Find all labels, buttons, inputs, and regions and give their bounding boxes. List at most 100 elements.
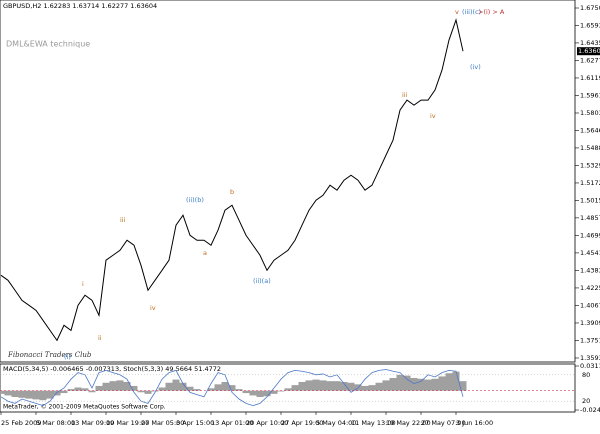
macd-bar <box>319 380 327 391</box>
macd-bar <box>263 390 271 397</box>
x-tick-label: 3 Jun 16:00 <box>456 419 493 427</box>
macd-bar <box>207 388 215 391</box>
y-tick-label: 1.58030 <box>580 109 600 117</box>
y-tick-label: 1.53290 <box>580 162 600 170</box>
wave-label: b <box>230 188 234 196</box>
x-tick-label: 5 May 04:00 <box>316 419 356 427</box>
macd-bar <box>417 378 425 391</box>
y-tick-label: 1.56460 <box>580 126 600 134</box>
wave-label: (i) <box>64 353 71 361</box>
macd-bar <box>32 390 40 400</box>
macd-bar <box>0 390 5 394</box>
wave-label: >(i) > A <box>478 8 505 16</box>
macd-bar <box>340 381 348 391</box>
macd-bar <box>144 390 152 394</box>
wave-label: iv <box>430 112 436 120</box>
macd-bar <box>270 390 278 394</box>
macd-bar <box>116 380 124 391</box>
macd-bar <box>67 389 75 391</box>
macd-bar <box>228 385 236 391</box>
macd-bar <box>291 385 299 391</box>
y-tick-label: 1.48570 <box>580 214 600 222</box>
y-tick-label: 1.42250 <box>580 284 600 292</box>
macd-bar <box>53 390 61 396</box>
y-tick-label: 1.35930 <box>580 354 600 362</box>
wave-label: (iii)(c) <box>462 8 481 16</box>
y-tick-label: 1.67500 <box>580 4 600 12</box>
macd-bar <box>375 382 383 391</box>
macd-bar <box>445 373 453 391</box>
macd-bar <box>333 381 341 391</box>
macd-bar <box>347 382 355 391</box>
macd-bar <box>60 390 68 394</box>
y-tick-label: 1.59610 <box>580 91 600 99</box>
x-tick-label: 19 Mar 19:00 <box>106 419 149 427</box>
x-tick-label: 19 May 22:00 <box>386 419 431 427</box>
macd-bar <box>81 388 89 391</box>
price-line <box>0 18 464 342</box>
macd-bar <box>452 371 460 391</box>
x-tick-label: 13 Mar 09:00 <box>71 419 114 427</box>
macd-bar <box>389 377 397 391</box>
y-tick-label: 1.43830 <box>580 266 600 274</box>
y-tick-label: 1.64350 <box>580 39 600 47</box>
footer: MetaTrader, © 2001-2009 MetaQuotes Softw… <box>3 404 166 411</box>
macd-bar <box>109 381 117 391</box>
macd-bar <box>158 387 166 391</box>
price-pane <box>0 0 576 363</box>
macd-bar <box>410 377 418 391</box>
macd-bar <box>277 390 285 392</box>
wave-label: (ii)(b) <box>186 196 204 204</box>
wave-label: i <box>82 280 84 288</box>
macd-bar <box>186 386 194 391</box>
macd-bar <box>312 379 320 391</box>
macd-bar <box>298 381 306 391</box>
macd-bar <box>249 390 257 396</box>
wave-label: (ii)(a) <box>253 277 271 285</box>
macd-bar <box>151 390 159 392</box>
current-price-box <box>577 47 600 56</box>
x-tick-label: 13 Apr 01:00 <box>211 419 253 427</box>
macd-bar <box>221 381 229 391</box>
y-tick-label: 1.61190 <box>580 74 600 82</box>
wave-label: iii <box>120 216 126 224</box>
y-tick-label: 1.45410 <box>580 249 600 257</box>
macd-bar <box>284 388 292 391</box>
macd-bar <box>88 390 96 393</box>
macd-bar <box>431 378 439 391</box>
macd-bar <box>18 390 26 398</box>
macd-bar <box>11 390 19 398</box>
y-tick-label: 1.54880 <box>580 144 600 152</box>
macd-bar <box>424 379 432 391</box>
macd-bar <box>368 385 376 391</box>
macd-bar <box>74 387 82 391</box>
watermark: Fibonacci Traders Club <box>7 351 92 359</box>
macd-bar <box>165 382 173 391</box>
indicator-pane <box>0 363 576 413</box>
x-tick-label: 27 Mar 05:00 <box>141 419 184 427</box>
macd-bar <box>235 389 243 391</box>
y-tick-label: 1.65930 <box>580 21 600 29</box>
x-tick-label: 20 Apr 10:00 <box>246 419 288 427</box>
macd-bar <box>95 385 103 391</box>
y-tick-label: 1.46990 <box>580 231 600 239</box>
indicator-title: MACD(5,34,5) -0.006465 -0.007313, Stoch(… <box>3 365 221 373</box>
x-tick-label: 25 Feb 2009 <box>1 419 41 427</box>
y-tick-label: 1.50150 <box>580 196 600 204</box>
current-price-label: 1.63604 <box>578 47 600 55</box>
macd-bar <box>130 385 138 391</box>
macd-bar <box>25 390 33 399</box>
macd-bar <box>39 390 47 401</box>
y-tick-label: 1.62770 <box>580 56 600 64</box>
macd-bar <box>305 380 313 391</box>
y2-tick-label: 20 <box>582 397 590 405</box>
y2-tick-label: 80 <box>582 371 590 379</box>
x-tick-label: 27 Apr 19:00 <box>281 419 323 427</box>
wave-label: v <box>455 8 459 16</box>
macd-bar <box>137 390 145 393</box>
macd-bar <box>4 390 12 396</box>
x-tick-label: 27 May 07:00 <box>421 419 466 427</box>
macd-bar <box>242 390 250 394</box>
